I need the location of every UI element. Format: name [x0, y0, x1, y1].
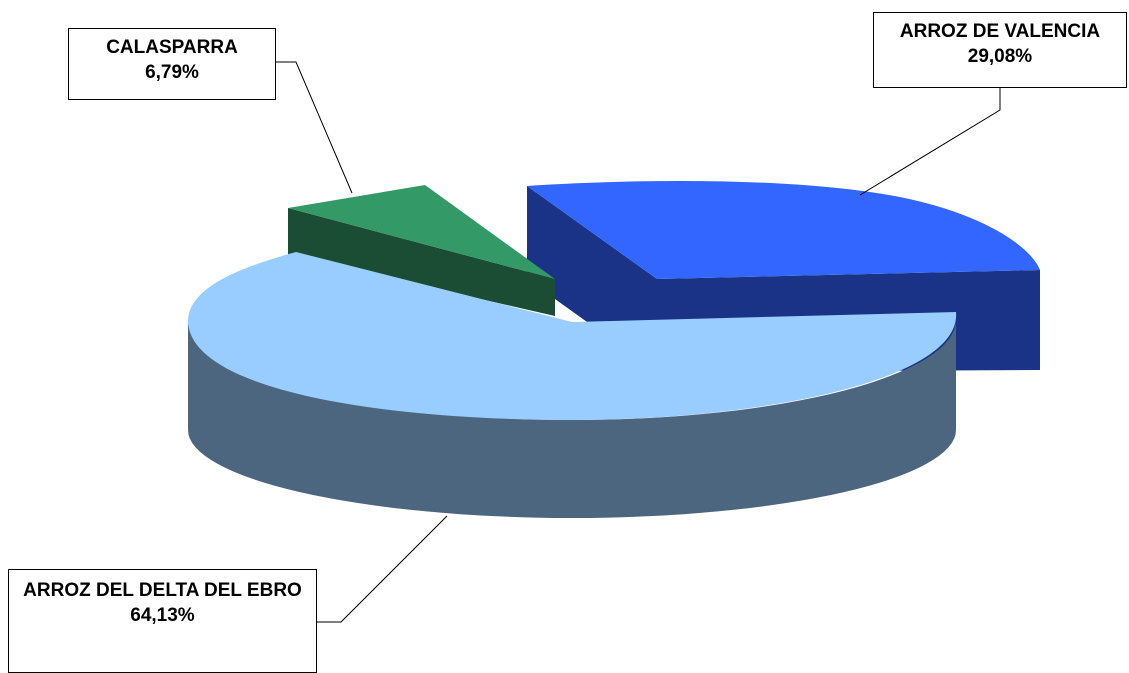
data-label-delta-del-ebro: ARROZ DEL DELTA DEL EBRO 64,13%: [8, 569, 317, 673]
slice-calasparra-side: [288, 208, 555, 316]
leader-line-calasparra: [276, 61, 353, 194]
data-label-calasparra-value: 6,79%: [145, 62, 199, 83]
slice-valencia-top: [527, 180, 1040, 279]
slice-arroz-del-delta-del-ebro: [188, 252, 957, 518]
slice-delta-side: [188, 320, 956, 518]
leader-line-valencia: [859, 88, 1001, 196]
slice-calasparra-top: [288, 185, 555, 279]
data-label-calasparra: CALASPARRA 6,79%: [68, 28, 276, 100]
data-label-valencia-name: ARROZ DE VALENCIA: [899, 21, 1101, 42]
data-label-calasparra-name: CALASPARRA: [106, 37, 238, 58]
data-label-valencia: ARROZ DE VALENCIA 29,08%: [873, 12, 1127, 88]
data-label-valencia-value: 29,08%: [967, 46, 1033, 67]
data-label-delta-name: ARROZ DEL DELTA DEL EBRO: [23, 580, 302, 601]
slice-delta-top: [188, 252, 957, 420]
leader-line-delta: [317, 515, 448, 623]
data-label-delta-value: 64,13%: [130, 605, 195, 626]
slice-calasparra: [288, 185, 555, 316]
